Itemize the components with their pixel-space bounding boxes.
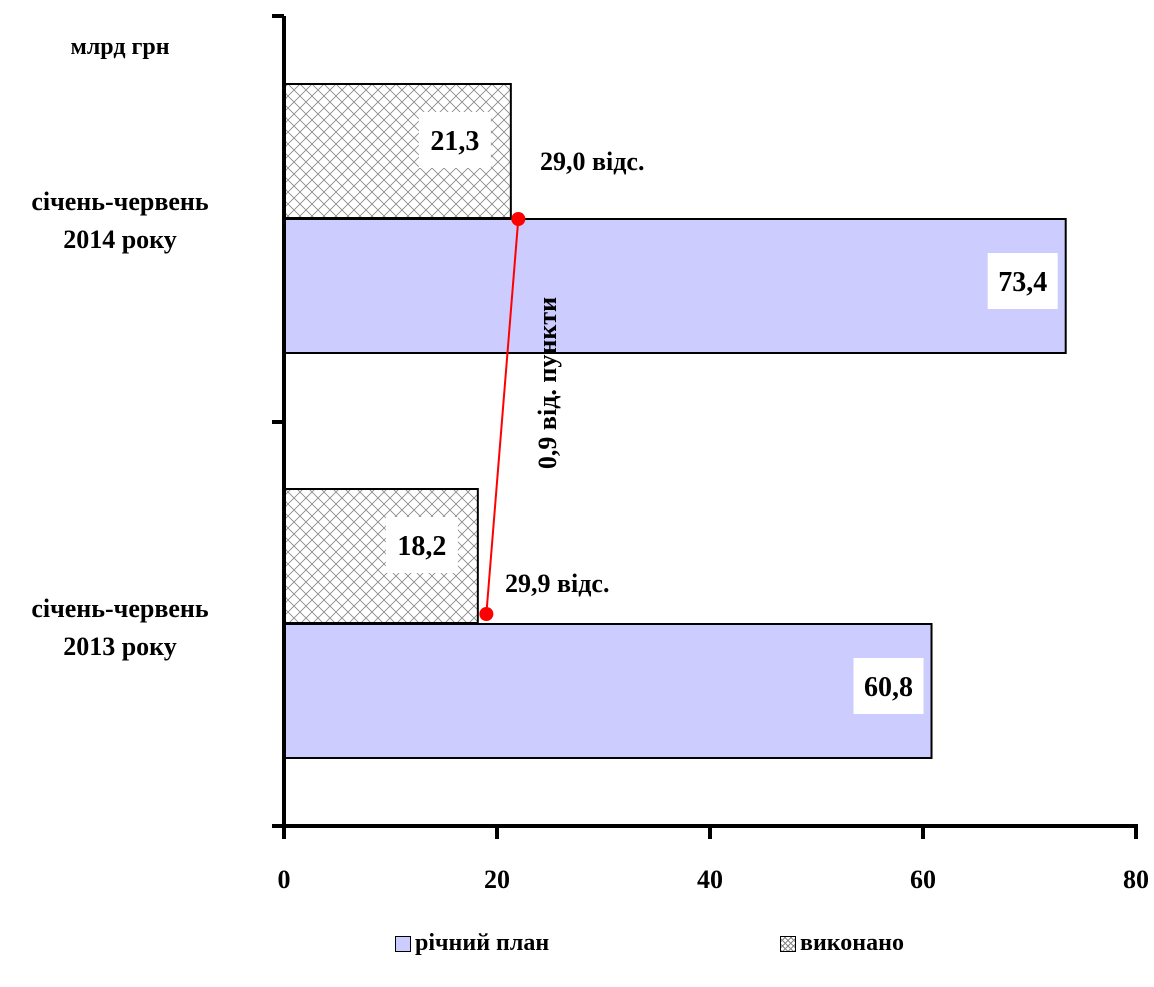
bar-plan-0 [283, 218, 1067, 354]
category-label-0: січень-червень 2014 року [31, 187, 209, 254]
bar-plan-1 [283, 623, 933, 759]
labels-group: 73,4 21,3 січень-червень 2014 року 60,8 18,2 с… [31, 112, 1058, 714]
x-tick-label-0: 0 [278, 865, 291, 894]
difference-label: 0,9 від. пункти [533, 297, 562, 469]
data-label-bg-plan-0 [987, 253, 1058, 309]
category-label-1: січень-червень 2013 року [31, 594, 209, 661]
connector-line [485, 218, 520, 615]
percent-label-1: 29,9 відс. [505, 569, 609, 598]
percent-label-0: 29,0 відс. [540, 147, 644, 176]
data-label-done-0: 21,3 [430, 126, 479, 157]
connector-point-0 [511, 212, 526, 226]
category-label-line-0-0: січень-червень [31, 187, 209, 216]
legend-label-done: виконано [800, 930, 904, 956]
data-label-plan-1: 60,8 [864, 672, 913, 703]
data-label-bg-done-1 [385, 517, 458, 573]
bars-group [283, 83, 1067, 759]
legend-item-plan: річний план [395, 930, 549, 957]
unit-label: млрд грн [70, 34, 169, 60]
axes-group: 0 20 40 60 80 [272, 14, 1149, 894]
data-label-plan-0: 73,4 [998, 267, 1047, 298]
connector-group [479, 212, 526, 621]
x-tick-label-1: 20 [484, 865, 510, 894]
data-label-done-1: 18,2 [397, 531, 446, 562]
category-label-line-1-0: січень-червень [31, 594, 209, 623]
legend-item-done: виконано [780, 930, 904, 957]
x-tick-label-2: 40 [697, 865, 723, 894]
category-label-line-0-1: 2014 року [63, 225, 177, 254]
x-tick-label-3: 60 [910, 865, 936, 894]
legend: річний план виконано [0, 930, 1154, 970]
data-label-bg-done-0 [418, 112, 491, 168]
legend-label-plan: річний план [415, 930, 550, 956]
category-label-line-1-1: 2013 року [63, 632, 177, 661]
legend-swatch-plan [395, 935, 411, 952]
data-label-bg-plan-1 [853, 658, 924, 714]
x-tick-label-4: 80 [1123, 865, 1149, 894]
bar-chart: млрд грн 0 20 40 60 80 73,4 21,3 січень-червен… [31, 14, 1149, 894]
legend-swatch-done [780, 935, 796, 952]
connector-point-1 [479, 607, 494, 621]
